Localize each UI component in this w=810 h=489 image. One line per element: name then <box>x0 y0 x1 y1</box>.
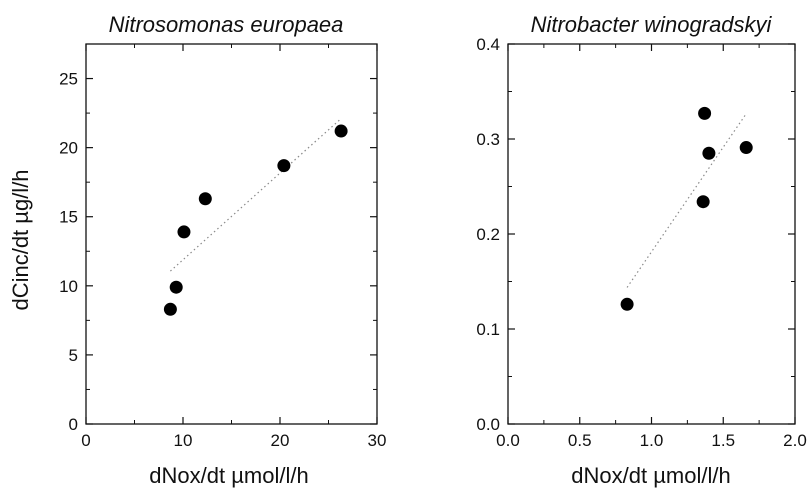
y-tick-label: 0.3 <box>476 130 500 149</box>
plot-frame <box>85 43 378 425</box>
x-axis-label: dNox/dt µmol/l/h <box>571 463 730 488</box>
y-tick-label: 25 <box>59 70 78 89</box>
panel-nitrosomonas: Nitrosomonas europaea dCinc/dt µg/l/h dN… <box>8 12 386 488</box>
panel-title: Nitrosomonas europaea <box>109 12 344 37</box>
y-tick-label: 0.2 <box>476 225 500 244</box>
fit-line <box>626 113 747 288</box>
data-point <box>198 192 212 206</box>
x-tick-label: 20 <box>271 431 290 450</box>
panel-nitrobacter: Nitrobacter winogradskyi dNox/dt µmol/l/… <box>476 12 806 488</box>
x-tick-label: 1.0 <box>640 431 664 450</box>
y-tick-label: 0.1 <box>476 320 500 339</box>
data-point <box>702 146 716 160</box>
y-tick-label: 0.4 <box>476 35 500 54</box>
plot-frame <box>507 43 796 425</box>
data-point <box>739 141 753 155</box>
x-tick-label: 0 <box>81 431 90 450</box>
x-tick-label: 1.5 <box>711 431 735 450</box>
data-point <box>334 124 348 138</box>
x-tick-label: 2.0 <box>783 431 807 450</box>
x-axis-label: dNox/dt µmol/l/h <box>149 463 308 488</box>
fit-line <box>169 118 342 272</box>
y-tick-label: 15 <box>59 208 78 227</box>
plot-marks: 0.0 0.5 1.0 1.5 2.0 0.0 0.1 0.2 0.3 0.4 <box>476 35 806 450</box>
y-tick-label: 0.0 <box>476 415 500 434</box>
y-tick-label: 5 <box>69 346 78 365</box>
x-tick-label: 30 <box>368 431 387 450</box>
data-point <box>620 297 634 311</box>
data-point <box>696 195 710 209</box>
data-point <box>169 280 183 294</box>
y-tick-label: 20 <box>59 139 78 158</box>
data-point <box>698 106 712 120</box>
data-point <box>277 159 291 173</box>
x-tick-label: 10 <box>174 431 193 450</box>
data-point <box>163 302 177 316</box>
plot-marks: 0 10 20 30 0 5 10 15 20 25 <box>59 43 387 450</box>
x-tick-label: 0.0 <box>496 431 520 450</box>
y-tick-label: 10 <box>59 277 78 296</box>
y-axis-label: dCinc/dt µg/l/h <box>8 169 33 310</box>
panel-title: Nitrobacter winogradskyi <box>531 12 773 37</box>
x-tick-label: 0.5 <box>568 431 592 450</box>
y-tick-label: 0 <box>69 415 78 434</box>
data-point <box>177 225 191 239</box>
